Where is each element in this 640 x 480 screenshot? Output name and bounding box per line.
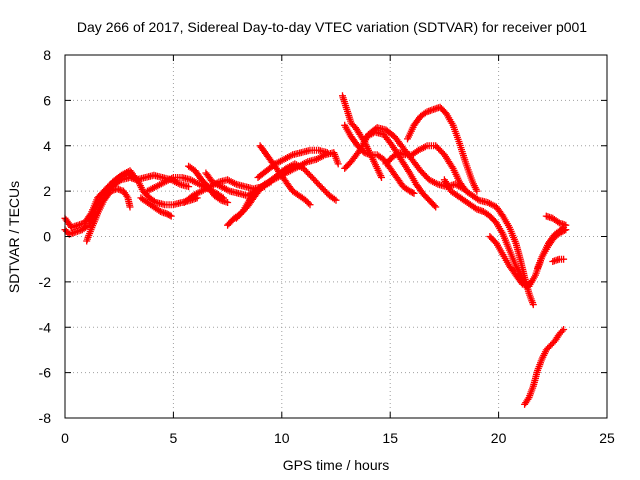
series-arc-18 xyxy=(362,128,440,211)
series-arc-14 xyxy=(254,146,331,181)
data-point xyxy=(409,189,417,197)
x-tick-label: 15 xyxy=(382,430,398,446)
x-tick-label: 10 xyxy=(274,430,290,446)
data-point xyxy=(334,160,342,168)
data-point xyxy=(560,326,568,333)
data-point xyxy=(529,301,537,309)
data-point xyxy=(126,203,134,211)
data-point xyxy=(562,221,570,229)
series-arc-24 xyxy=(542,212,570,229)
series-arc-3 xyxy=(83,185,134,245)
data-point xyxy=(224,199,232,206)
data-point xyxy=(332,196,340,204)
data-point xyxy=(473,187,481,195)
y-axis-label: SDTVAR / TECUs xyxy=(6,181,22,293)
series-arc-26 xyxy=(521,326,568,408)
data-point xyxy=(474,195,481,203)
series-arc-4 xyxy=(109,167,201,209)
x-tick-label: 5 xyxy=(170,430,178,446)
y-tick-label: 2 xyxy=(43,183,51,199)
data-point xyxy=(323,149,331,157)
series-arc-25 xyxy=(549,255,568,265)
data-point xyxy=(330,195,338,203)
data-point xyxy=(305,199,312,207)
data-point xyxy=(167,212,175,220)
y-tick-label: -4 xyxy=(39,319,52,335)
data-point xyxy=(185,183,193,191)
data-points xyxy=(61,92,570,408)
data-point xyxy=(558,327,566,335)
data-point xyxy=(166,211,174,219)
data-point xyxy=(306,201,314,209)
y-tick-label: 8 xyxy=(43,47,51,63)
y-tick-label: 4 xyxy=(43,138,51,154)
series-arc-5 xyxy=(137,194,175,220)
y-tick-label: -6 xyxy=(39,365,52,381)
x-tick-label: 20 xyxy=(491,430,507,446)
data-point xyxy=(430,202,438,210)
data-point xyxy=(432,203,440,211)
y-tick-label: -2 xyxy=(39,274,52,290)
y-tick-label: 6 xyxy=(43,92,51,108)
x-axis-label: GPS time / hours xyxy=(283,457,390,473)
series-arc-20 xyxy=(404,103,481,195)
data-point xyxy=(560,255,568,263)
chart-title: Day 266 of 2017, Sidereal Day-to-day VTE… xyxy=(77,19,587,35)
series-arc-21 xyxy=(440,176,535,290)
grid xyxy=(65,55,607,418)
data-point xyxy=(410,189,418,197)
series-arc-23 xyxy=(534,226,570,272)
data-point xyxy=(378,174,385,181)
axis-ticks: 0 5 10 15 20 25 -8 -6 -4 -2 0 2 4 6 8 xyxy=(39,47,615,446)
y-tick-label: -8 xyxy=(39,410,52,426)
x-tick-label: 0 xyxy=(61,430,69,446)
y-tick-label: 0 xyxy=(43,229,51,245)
series-arc-13 xyxy=(265,160,340,204)
x-tick-label: 25 xyxy=(599,430,615,446)
